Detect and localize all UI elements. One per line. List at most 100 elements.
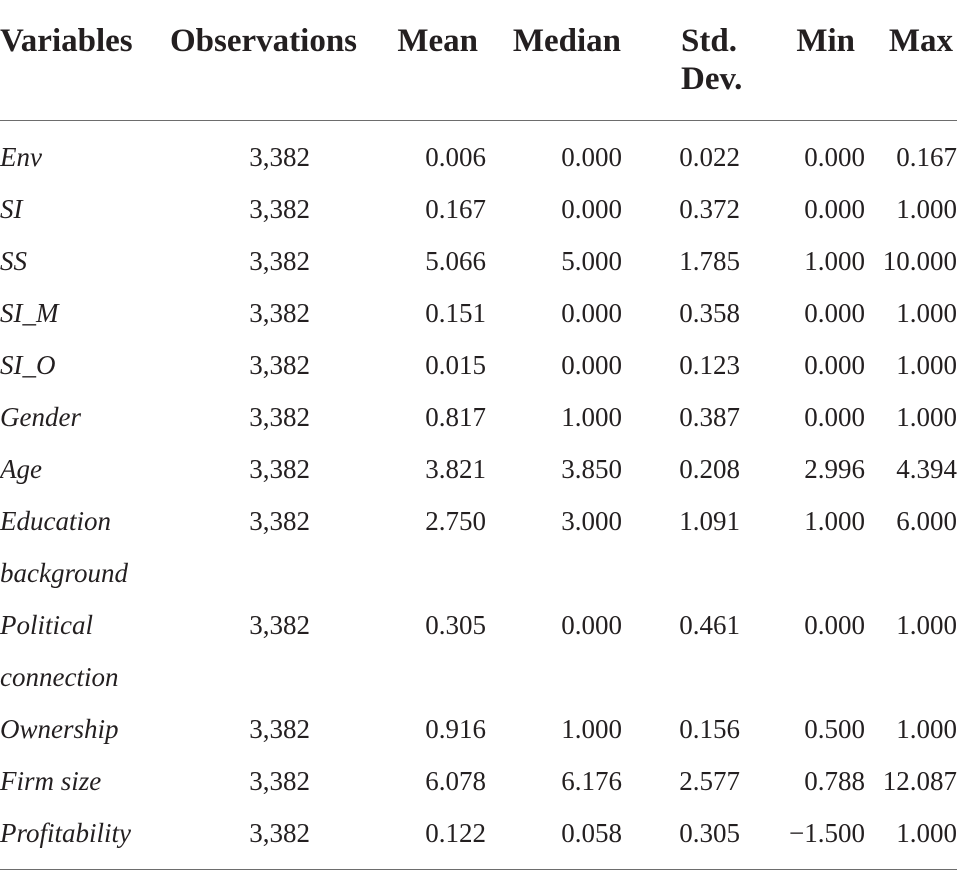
header-max: Max (888, 23, 953, 59)
cell-max: 1.000 (896, 402, 957, 432)
table-row: Profitability 3,382 0.122 0.058 0.305 −1.500 1… (0, 807, 957, 859)
cell-mean: 0.817 (425, 402, 486, 432)
variable-name-line1: SI_M (0, 298, 59, 328)
cell-std-dev: 0.022 (679, 142, 740, 172)
cell-median: 1.000 (561, 714, 622, 744)
header-observations: Observations (170, 23, 358, 59)
cell-min: 0.000 (804, 142, 865, 172)
table-row: SS 3,382 5.066 5.000 1.785 1.000 10.000 (0, 235, 957, 287)
cell-max: 1.000 (896, 818, 957, 848)
cell-min: 0.000 (804, 610, 865, 640)
variable-name-line1: Env (0, 142, 42, 172)
cell-std-dev: 0.358 (679, 298, 740, 328)
cell-max: 1.000 (896, 194, 957, 224)
cell-mean: 6.078 (425, 766, 486, 796)
cell-std-dev: 0.387 (679, 402, 740, 432)
cell-std-dev: 0.123 (679, 350, 740, 380)
cell-min: 2.996 (804, 454, 865, 484)
variable-name-line1: Profitability (0, 818, 131, 848)
cell-observations: 3,382 (249, 350, 310, 380)
cell-variable: Gender (0, 391, 170, 443)
cell-mean: 0.151 (425, 298, 486, 328)
cell-mean: 0.916 (425, 714, 486, 744)
cell-observations: 3,382 (249, 610, 310, 640)
table-row: Education background 3,382 2.750 3.000 1.091 1… (0, 495, 957, 599)
variable-name-line1: Political (0, 610, 93, 640)
cell-std-dev: 1.785 (679, 246, 740, 276)
cell-variable: Education background (0, 495, 170, 599)
cell-median: 1.000 (561, 402, 622, 432)
cell-variable: SI_M (0, 287, 170, 339)
cell-median: 0.058 (561, 818, 622, 848)
cell-mean: 5.066 (425, 246, 486, 276)
header-row: Variables Observations Mean Median Std. … (0, 0, 957, 121)
cell-median: 3.000 (561, 506, 622, 536)
variable-name-line1: SI_O (0, 350, 56, 380)
cell-median: 0.000 (561, 298, 622, 328)
cell-std-dev: 0.461 (679, 610, 740, 640)
variable-name-line2: background (0, 558, 128, 588)
table-row: Gender 3,382 0.817 1.000 0.387 0.000 1.000 (0, 391, 957, 443)
cell-min: −1.500 (789, 818, 865, 848)
cell-mean: 3.821 (425, 454, 486, 484)
cell-std-dev: 0.156 (679, 714, 740, 744)
cell-max: 1.000 (896, 714, 957, 744)
cell-median: 0.000 (561, 610, 622, 640)
cell-mean: 2.750 (425, 506, 486, 536)
variable-name-line1: Ownership (0, 714, 119, 744)
cell-variable: Env (0, 131, 170, 183)
cell-observations: 3,382 (249, 454, 310, 484)
table-row: Age 3,382 3.821 3.850 0.208 2.996 4.394 (0, 443, 957, 495)
header-mean: Mean (397, 23, 478, 59)
cell-max: 10.000 (882, 246, 957, 276)
cell-observations: 3,382 (249, 766, 310, 796)
table-row: Firm size 3,382 6.078 6.176 2.577 0.788 12.087 (0, 755, 957, 807)
cell-min: 0.000 (804, 194, 865, 224)
cell-max: 1.000 (896, 350, 957, 380)
cell-observations: 3,382 (249, 714, 310, 744)
cell-std-dev: 1.091 (679, 506, 740, 536)
cell-std-dev: 0.208 (679, 454, 740, 484)
cell-observations: 3,382 (249, 194, 310, 224)
cell-std-dev: 0.305 (679, 818, 740, 848)
cell-mean: 0.006 (425, 142, 486, 172)
cell-mean: 0.015 (425, 350, 486, 380)
header-variables: Variables (0, 23, 133, 59)
summary-statistics-table-container: Variables Observations Mean Median Std. … (0, 0, 957, 870)
cell-median: 0.000 (561, 350, 622, 380)
cell-max: 0.167 (896, 142, 957, 172)
table-row: SI_O 3,382 0.015 0.000 0.123 0.000 1.000 (0, 339, 957, 391)
cell-max: 4.394 (896, 454, 957, 484)
cell-variable: SS (0, 235, 170, 287)
cell-mean: 0.305 (425, 610, 486, 640)
cell-min: 1.000 (804, 246, 865, 276)
cell-variable: SI (0, 183, 170, 235)
cell-variable: Ownership (0, 703, 170, 755)
cell-observations: 3,382 (249, 402, 310, 432)
variable-name-line2: connection (0, 662, 119, 692)
cell-variable: Political connection (0, 599, 170, 703)
table-body: Env 3,382 0.006 0.000 0.022 0.000 0.167 SI 3,382… (0, 121, 957, 860)
cell-median: 0.000 (561, 142, 622, 172)
header-median: Median (512, 23, 621, 59)
cell-std-dev: 0.372 (679, 194, 740, 224)
cell-observations: 3,382 (249, 506, 310, 536)
variable-name-line1: SS (0, 246, 27, 276)
cell-min: 0.000 (804, 402, 865, 432)
cell-variable: SI_O (0, 339, 170, 391)
variable-name-line1: SI (0, 194, 23, 224)
cell-max: 12.087 (882, 766, 957, 796)
cell-min: 0.000 (804, 298, 865, 328)
cell-observations: 3,382 (249, 246, 310, 276)
cell-observations: 3,382 (249, 142, 310, 172)
table-row: SI_M 3,382 0.151 0.000 0.358 0.000 1.000 (0, 287, 957, 339)
cell-median: 6.176 (561, 766, 622, 796)
cell-mean: 0.122 (425, 818, 486, 848)
cell-median: 5.000 (561, 246, 622, 276)
header-std-dev-line1: Std. (681, 23, 737, 59)
cell-observations: 3,382 (249, 818, 310, 848)
table-bottom-rule (0, 869, 957, 870)
table-row: Env 3,382 0.006 0.000 0.022 0.000 0.167 (0, 131, 957, 183)
cell-min: 0.788 (804, 766, 865, 796)
cell-median: 3.850 (561, 454, 622, 484)
